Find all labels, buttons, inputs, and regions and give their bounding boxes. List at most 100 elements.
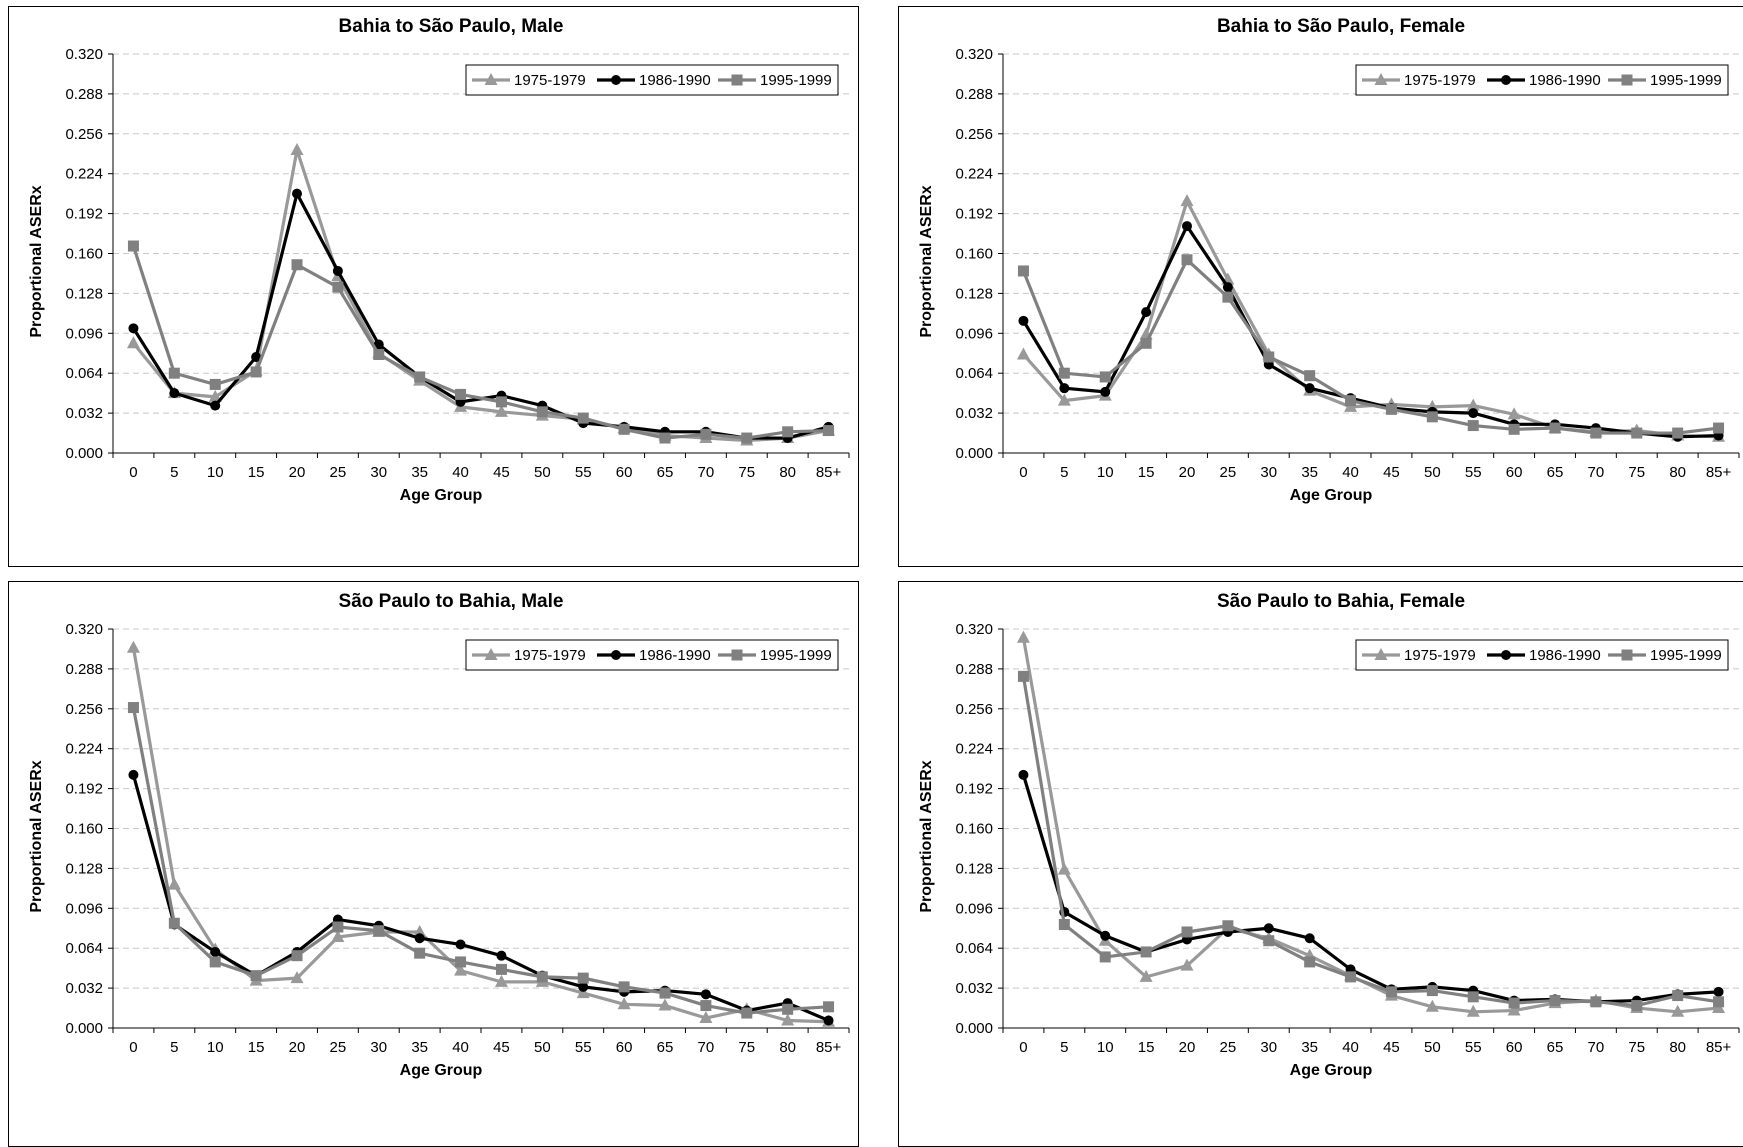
x-axis-label: Age Group (1290, 487, 1373, 504)
series-line (1021, 258, 1719, 435)
data-point (1672, 427, 1684, 439)
x-tick-label: 50 (1424, 1039, 1441, 1056)
x-tick-label: 70 (698, 1039, 715, 1056)
legend-label: 1995-1999 (760, 72, 832, 89)
data-point (576, 986, 590, 999)
data-point (1018, 315, 1029, 326)
y-tick-label: 0.192 (65, 206, 103, 223)
y-tick-label: 0.224 (955, 166, 993, 183)
x-tick-label: 50 (534, 464, 551, 481)
y-tick-label: 0.160 (955, 246, 993, 263)
y-tick-label: 0.320 (955, 46, 993, 63)
data-point (1057, 393, 1071, 406)
x-tick-label: 25 (1220, 1039, 1237, 1056)
x-tick-label: 85+ (1706, 1039, 1732, 1056)
data-point (1016, 347, 1030, 360)
data-point (210, 400, 221, 411)
x-axis-label: Age Group (400, 1062, 483, 1079)
legend-box (1355, 64, 1729, 96)
data-point (250, 970, 262, 982)
data-point (1426, 985, 1438, 997)
data-point (1549, 422, 1561, 434)
data-point (1345, 395, 1357, 407)
x-tick-label: 10 (207, 1039, 224, 1056)
x-tick-label: 35 (1301, 1039, 1318, 1056)
y-tick-label: 0.000 (65, 1020, 103, 1037)
data-point (290, 143, 304, 156)
x-tick-label: 5 (170, 464, 178, 481)
legend-box (465, 64, 839, 96)
x-tick-label: 85+ (816, 1039, 842, 1056)
x-tick-label: 25 (1220, 464, 1237, 481)
legend-marker (1374, 73, 1388, 85)
data-point (1099, 951, 1111, 963)
x-tick-label: 75 (1628, 1039, 1645, 1056)
x-tick-label: 25 (330, 464, 347, 481)
data-point (1304, 956, 1316, 968)
y-tick-label: 0.256 (65, 126, 103, 143)
data-point (1631, 1000, 1643, 1012)
x-tick-label: 0 (129, 1039, 137, 1056)
x-tick-label: 15 (1138, 464, 1155, 481)
x-tick-label: 75 (738, 464, 755, 481)
data-point (169, 388, 180, 399)
data-point (1016, 630, 1030, 643)
data-point (251, 351, 262, 362)
legend-marker (731, 649, 743, 661)
x-tick-label: 50 (1424, 464, 1441, 481)
legend-label: 1995-1999 (1650, 647, 1722, 664)
legend-label: 1995-1999 (1650, 72, 1722, 89)
y-tick-label: 0.288 (65, 86, 103, 103)
data-point (1182, 221, 1192, 232)
data-point (414, 371, 426, 383)
legend-marker (731, 74, 743, 86)
series-1995-1999 (1017, 670, 1725, 1012)
y-tick-label: 0.096 (955, 325, 993, 342)
y-tick-label: 0.160 (65, 821, 103, 838)
y-tick-label: 0.288 (955, 86, 993, 103)
data-point (823, 1001, 835, 1013)
x-tick-label: 5 (1060, 464, 1068, 481)
x-tick-label: 70 (698, 464, 715, 481)
data-point (1508, 423, 1520, 435)
data-point (1467, 420, 1479, 432)
x-tick-label: 75 (1628, 464, 1645, 481)
chart-panel-sp-bahia-female: São Paulo to Bahia, Female 0.000 0.032 0.06… (898, 581, 1743, 1147)
series-line (1021, 676, 1719, 1008)
series-1995-1999 (127, 702, 835, 1019)
data-point (292, 188, 302, 199)
data-point (1140, 337, 1152, 349)
x-tick-label: 65 (1547, 1039, 1564, 1056)
data-point (1304, 933, 1315, 944)
data-point (1466, 398, 1480, 411)
data-point (578, 981, 589, 992)
legend: 1975-1979 1986-1990 1995-1999 (465, 64, 839, 96)
y-tick-label: 0.128 (955, 860, 993, 877)
x-tick-label: 40 (452, 464, 469, 481)
legend-label: 1975-1979 (1404, 647, 1476, 664)
data-point (577, 972, 589, 984)
data-point (495, 396, 507, 408)
y-tick-label: 0.064 (955, 365, 993, 382)
data-point (455, 939, 466, 950)
data-point (1141, 307, 1152, 318)
data-point (1263, 923, 1274, 934)
chart-panel-sp-bahia-male: São Paulo to Bahia, Male 0.000 0.032 0.064 0… (8, 581, 859, 1147)
chart-svg: Bahia to São Paulo, Female 0.000 0.032 0.06… (918, 16, 1740, 504)
x-tick-label: 80 (1669, 464, 1686, 481)
legend-marker (1501, 650, 1511, 660)
x-tick-label: 35 (1301, 464, 1318, 481)
data-point (1304, 383, 1315, 394)
y-axis-label: Proportional ASERx (28, 185, 45, 337)
data-point (1263, 351, 1275, 363)
chart-title: Bahia to São Paulo, Male (339, 16, 564, 37)
series-line (132, 192, 829, 440)
x-tick-label: 5 (1060, 1039, 1068, 1056)
data-point (823, 1015, 834, 1026)
data-point (1713, 996, 1725, 1008)
data-point (1180, 194, 1194, 207)
data-point (1468, 408, 1479, 419)
data-point (209, 956, 221, 968)
data-point (1385, 403, 1397, 415)
